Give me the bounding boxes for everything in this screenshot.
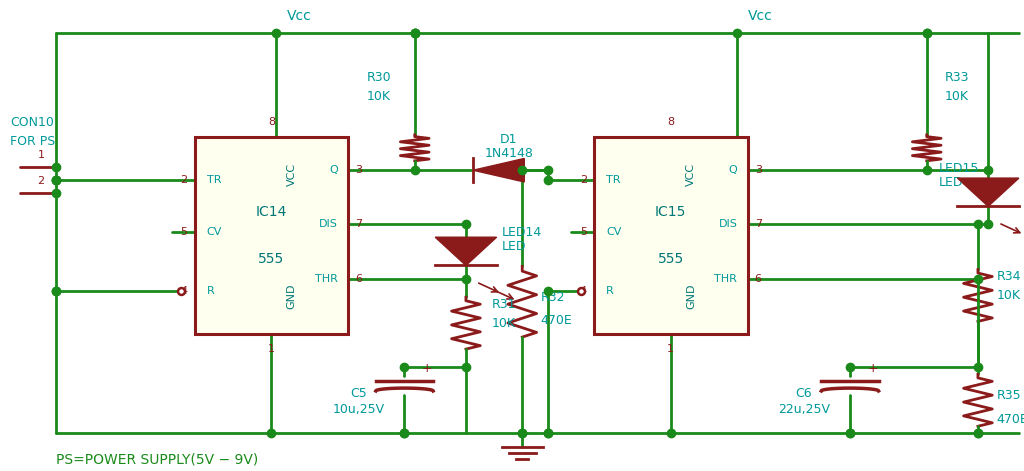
Text: +: + [422, 362, 432, 375]
FancyBboxPatch shape [195, 137, 348, 334]
Text: 1: 1 [38, 150, 44, 161]
Polygon shape [435, 237, 497, 266]
Text: LED15: LED15 [939, 162, 979, 175]
Text: LED: LED [502, 240, 526, 253]
Text: C5: C5 [350, 387, 367, 400]
Text: GND: GND [686, 284, 696, 309]
Text: 470E: 470E [996, 413, 1024, 426]
Text: R35: R35 [996, 389, 1021, 402]
Text: 10K: 10K [367, 90, 391, 103]
Text: GND: GND [287, 284, 297, 309]
Text: 3: 3 [355, 165, 362, 175]
Text: R: R [606, 286, 614, 296]
Text: 10u,25V: 10u,25V [333, 403, 384, 416]
Text: FOR PS: FOR PS [10, 135, 55, 148]
Text: 7: 7 [755, 219, 762, 228]
Text: DIS: DIS [719, 219, 737, 228]
Text: R34: R34 [996, 270, 1021, 283]
Text: R31: R31 [492, 298, 516, 311]
Text: Vcc: Vcc [748, 8, 772, 23]
Text: 2: 2 [38, 176, 44, 187]
Text: 10K: 10K [996, 289, 1020, 302]
Text: VCC: VCC [287, 162, 297, 186]
Text: 6: 6 [355, 274, 362, 284]
Text: 1: 1 [268, 344, 274, 354]
Text: R33: R33 [945, 71, 970, 84]
Text: 2: 2 [580, 175, 587, 185]
Text: 22u,25V: 22u,25V [778, 403, 829, 416]
Text: TR: TR [207, 175, 221, 185]
Text: CV: CV [606, 227, 622, 236]
Text: THR: THR [715, 274, 737, 284]
Text: THR: THR [315, 274, 338, 284]
Text: DIS: DIS [319, 219, 338, 228]
Text: IC14: IC14 [256, 205, 287, 219]
Text: 1: 1 [668, 344, 674, 354]
Text: 7: 7 [355, 219, 362, 228]
Text: IC15: IC15 [655, 205, 686, 219]
Text: 4: 4 [180, 286, 187, 296]
Text: 10K: 10K [492, 317, 515, 330]
Text: VCC: VCC [686, 162, 696, 186]
FancyBboxPatch shape [594, 137, 748, 334]
Text: 4: 4 [580, 286, 587, 296]
Text: LED14: LED14 [502, 226, 542, 239]
Text: R32: R32 [541, 291, 565, 304]
Text: LED: LED [939, 176, 964, 189]
Text: 555: 555 [258, 252, 285, 266]
Text: D1: D1 [500, 133, 518, 146]
Text: CV: CV [207, 227, 222, 236]
Text: 555: 555 [657, 252, 684, 266]
Text: Vcc: Vcc [287, 8, 311, 23]
Text: Q: Q [329, 165, 338, 175]
Text: TR: TR [606, 175, 621, 185]
Text: 6: 6 [755, 274, 762, 284]
Text: C6: C6 [796, 387, 812, 400]
Text: Q: Q [728, 165, 737, 175]
Text: 8: 8 [668, 117, 674, 127]
Text: 8: 8 [268, 117, 274, 127]
Text: R30: R30 [367, 71, 391, 84]
Text: 2: 2 [180, 175, 187, 185]
Text: +: + [867, 362, 878, 375]
Polygon shape [473, 158, 524, 182]
Text: 5: 5 [580, 227, 587, 236]
Polygon shape [957, 178, 1019, 206]
Text: 3: 3 [755, 165, 762, 175]
Text: 470E: 470E [541, 314, 572, 327]
Text: R: R [207, 286, 215, 296]
Text: 1N4148: 1N4148 [484, 147, 534, 160]
Text: 5: 5 [180, 227, 187, 236]
Text: CON10: CON10 [10, 116, 54, 129]
Text: 10K: 10K [945, 90, 969, 103]
Text: PS=POWER SUPPLY(5V − 9V): PS=POWER SUPPLY(5V − 9V) [56, 452, 259, 466]
